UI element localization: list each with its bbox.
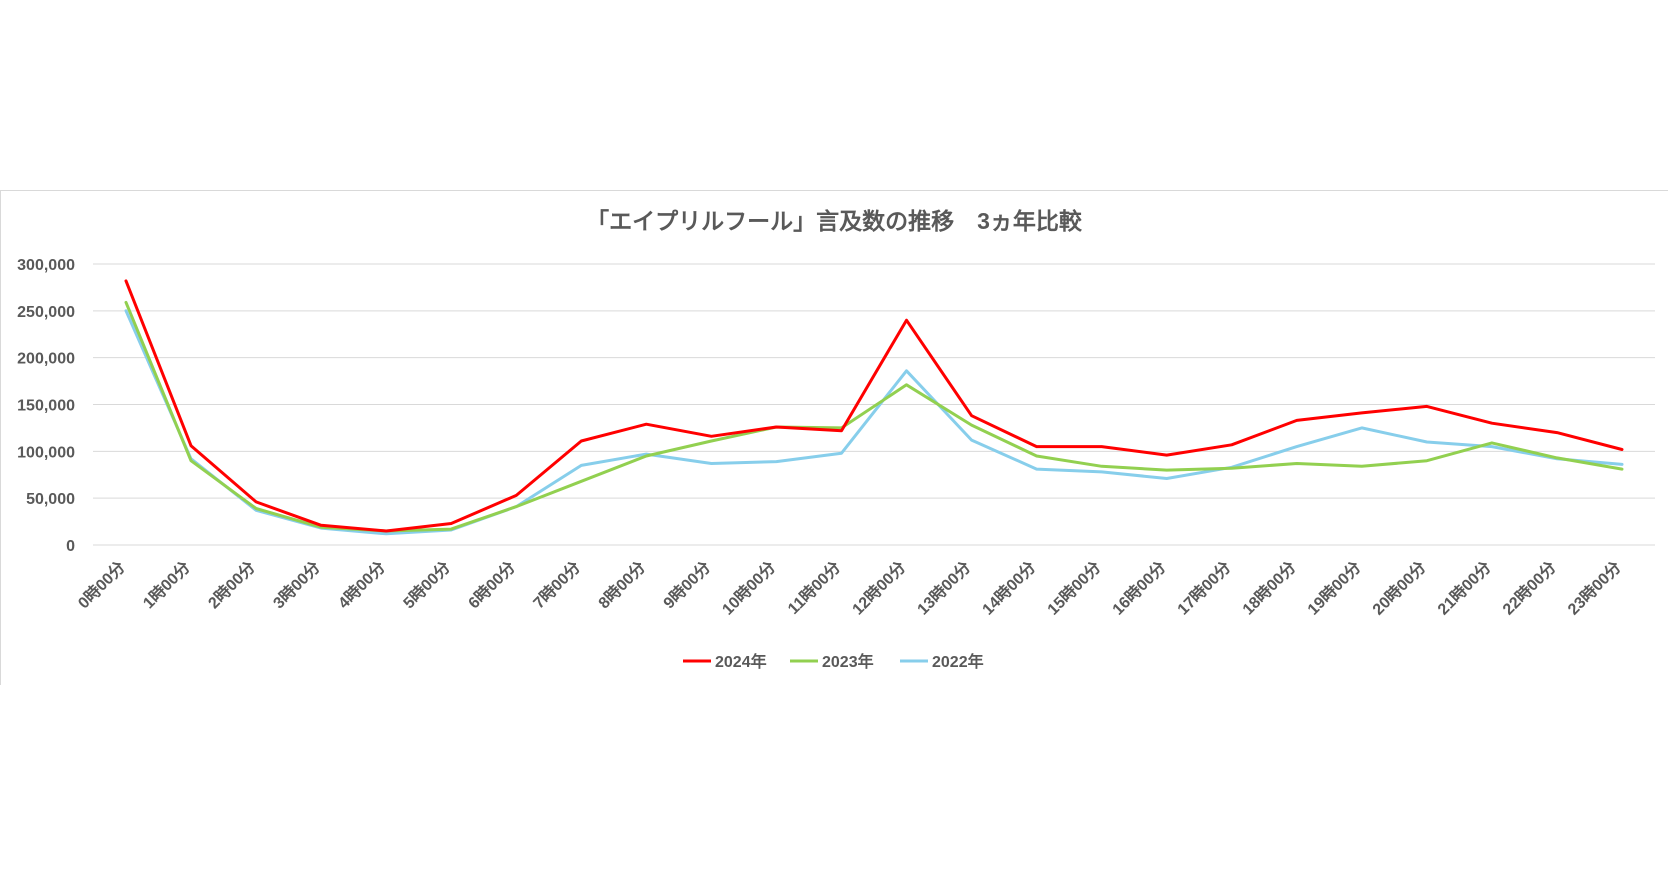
- x-tick-label: 16時00分: [1108, 557, 1169, 618]
- y-tick-label: 100,000: [17, 444, 75, 461]
- x-tick-label: 18時00分: [1238, 557, 1299, 618]
- x-tick-label: 21時00分: [1433, 557, 1494, 618]
- legend: 2024年 2023年 2022年: [683, 652, 984, 671]
- y-tick-label: 50,000: [26, 491, 75, 508]
- x-tick-label: 2時00分: [204, 557, 259, 612]
- y-axis-ticks: 0 50,000 100,000 150,000 200,000 250,000 300,0…: [17, 257, 75, 555]
- x-tick-label: 13時00分: [913, 557, 974, 618]
- x-tick-label: 12時00分: [848, 557, 909, 618]
- x-tick-label: 4時00分: [334, 557, 389, 612]
- y-tick-label: 200,000: [17, 351, 75, 368]
- x-tick-label: 5時00分: [399, 557, 454, 612]
- x-axis-ticks: 0時00分 1時00分 2時00分 3時00分 4時00分 5時00分 6時00分 7時00分…: [74, 557, 1625, 618]
- series-line-2023年: [124, 300, 1624, 533]
- legend-label: 2022年: [932, 652, 984, 671]
- y-tick-label: 300,000: [17, 257, 75, 274]
- x-tick-label: 6時00分: [464, 557, 519, 612]
- x-tick-label: 15時00分: [1043, 557, 1104, 618]
- x-tick-label: 23時00分: [1564, 557, 1625, 618]
- y-tick-label: 150,000: [17, 398, 75, 415]
- series-line-2024年: [124, 279, 1624, 533]
- x-tick-label: 3時00分: [269, 557, 324, 612]
- x-tick-label: 1時00分: [139, 557, 194, 612]
- x-tick-label: 9時00分: [659, 557, 714, 612]
- series-lines: [124, 279, 1624, 536]
- x-tick-label: 7時00分: [529, 557, 584, 612]
- x-tick-label: 19時00分: [1303, 557, 1364, 618]
- x-tick-label: 20時00分: [1368, 557, 1429, 618]
- x-tick-label: 10時00分: [718, 557, 779, 618]
- y-tick-label: 250,000: [17, 304, 75, 321]
- x-tick-label: 8時00分: [594, 557, 649, 612]
- gridlines: [93, 263, 1655, 546]
- chart-title: 「エイプリルフール」言及数の推移 3ヵ年比較: [586, 208, 1083, 234]
- x-tick-label: 14時00分: [978, 557, 1039, 618]
- x-tick-label: 22時00分: [1499, 557, 1560, 618]
- x-tick-label: 17時00分: [1173, 557, 1234, 618]
- x-tick-label: 11時00分: [784, 557, 845, 618]
- legend-label: 2024年: [715, 652, 767, 671]
- legend-label: 2023年: [822, 652, 874, 671]
- chart-frame: [0, 190, 1668, 685]
- x-tick-label: 0時00分: [74, 557, 129, 612]
- y-tick-label: 0: [66, 538, 75, 555]
- series-line-2022年: [124, 309, 1624, 536]
